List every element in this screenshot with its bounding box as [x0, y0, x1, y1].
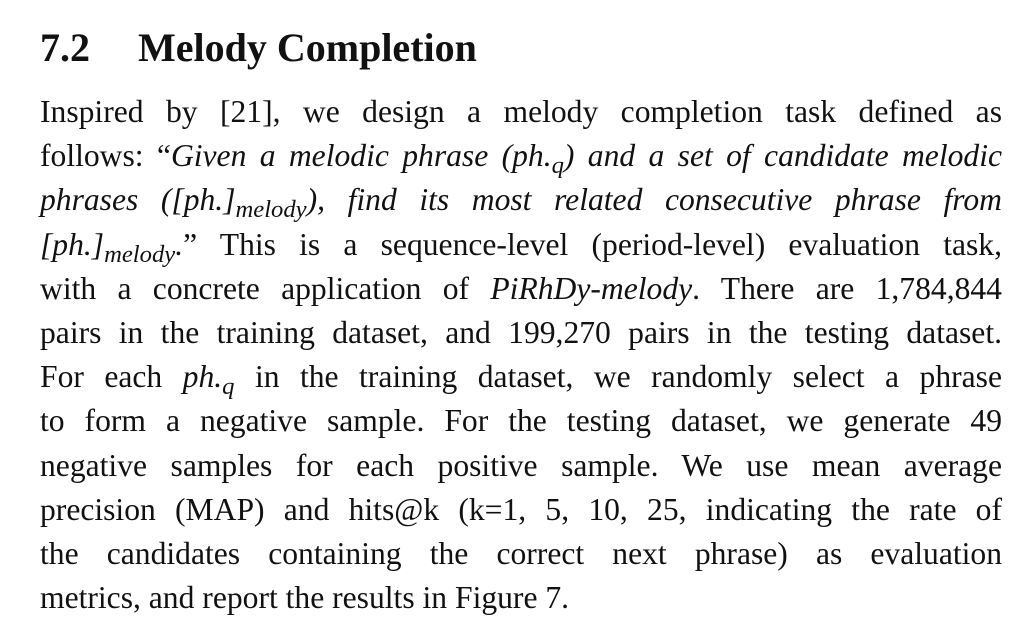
text-span: Given a melodic phrase (ph.	[170, 138, 552, 174]
text-span: ) and a set of candidate melodic	[563, 138, 1002, 174]
text-span: ph.	[182, 359, 223, 395]
italic-quote: phrases ([ph.]melody), find its most rel…	[40, 182, 1002, 222]
section: 7.2 Melody Completion Inspired by [21], w…	[40, 22, 1002, 620]
paragraph-line-7: For each ph.q in the training dataset, w…	[40, 355, 1002, 399]
subscript: q	[222, 373, 235, 401]
paragraph-line-11: the candidates containing the correct ne…	[40, 536, 1002, 572]
paragraph-line-1: Inspired by [21], we design a melody com…	[40, 94, 1002, 129]
paragraph-line-6: pairs in the training dataset, and 199,2…	[40, 315, 1002, 351]
math-term: ph.q	[182, 359, 235, 399]
subscript: melody	[235, 196, 307, 224]
section-number: 7.2	[40, 25, 90, 70]
section-heading: 7.2 Melody Completion	[40, 22, 1002, 74]
italic-quote: [ph.]melody.	[40, 226, 184, 267]
paragraph-line-3: phrases ([ph.]melody), find its most rel…	[40, 178, 1002, 222]
text-span: . There are 1,784,844	[692, 270, 1002, 306]
text-span: .	[175, 226, 184, 262]
text-span: with a concrete application of	[40, 270, 491, 306]
subscript: q	[551, 152, 564, 180]
text-span: [ph.]	[40, 226, 105, 262]
model-name: PiRhDy-melody	[490, 270, 693, 306]
paragraph-line-8: to form a negative sample. For the testi…	[40, 403, 1002, 439]
text-span: ), find its most related consecutive phr…	[306, 182, 1002, 218]
paragraph-line-10: precision (MAP) and hits@k (k=1, 5, 10, …	[40, 491, 1002, 527]
paragraph-line-4: [ph.]melody.” This is a sequence-level (…	[40, 223, 1002, 267]
text-span: follows: “	[40, 138, 171, 174]
paragraph-line-9: negative samples for each positive sampl…	[40, 447, 1002, 483]
paragraph-line-5: with a concrete application of PiRhDy-me…	[40, 267, 1002, 311]
text-span: phrases ([ph.]	[40, 182, 236, 218]
text-span: For each	[40, 359, 183, 395]
paragraph-line-2: follows: “Given a melodic phrase (ph.q) …	[40, 134, 1002, 178]
body-paragraph: Inspired by [21], we design a melody com…	[40, 90, 1002, 620]
paragraph-line-12: metrics, and report the results in Figur…	[40, 580, 570, 616]
text-span: in the training dataset, we randomly sel…	[234, 359, 1002, 395]
subscript: melody	[104, 240, 176, 268]
section-title: Melody Completion	[138, 25, 477, 70]
italic-quote: Given a melodic phrase (ph.q) and a set …	[170, 138, 1002, 178]
text-span: ” This is a sequence-level (period-level…	[183, 226, 1002, 262]
